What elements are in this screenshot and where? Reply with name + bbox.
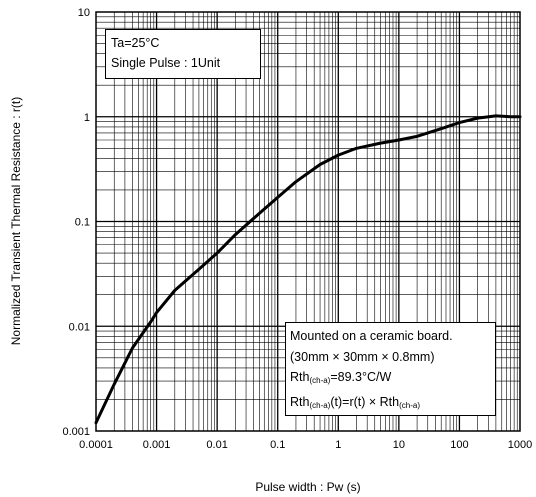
- x-tick-label: 100: [450, 439, 468, 451]
- x-tick-label: 0.0001: [79, 439, 113, 451]
- plot-frame: [95, 11, 521, 432]
- y-axis-label: Normalized Transient Thermal Resistance …: [9, 97, 23, 346]
- series-layer: [94, 114, 522, 425]
- x-tick-label: 10: [393, 439, 405, 451]
- x-tick-label: 1: [335, 439, 341, 451]
- board-size-label: (30mm × 30mm × 0.8mm): [290, 349, 435, 364]
- y-tick-label: 1: [84, 112, 90, 124]
- series-line: [94, 114, 522, 425]
- x-tick-labels: 0.0001 0.001 0.01 0.1 1 10 100 1000: [79, 439, 532, 451]
- mounting-box: Mounted on a ceramic board. (30mm × 30mm…: [285, 322, 496, 416]
- x-tick-label: 0.001: [143, 439, 171, 451]
- mounting-label: Mounted on a ceramic board.: [290, 329, 453, 343]
- conditions-box: Ta=25°C Single Pulse : 1Unit: [105, 29, 261, 79]
- ambient-temp-label: Ta=25°C: [111, 36, 160, 50]
- rth-value-label: Rth(ch-a)=89.3°C/W: [290, 370, 392, 385]
- x-tick-label: 0.1: [270, 439, 285, 451]
- x-tick-label: 0.01: [206, 439, 227, 451]
- y-tick-label: 0.01: [69, 321, 90, 333]
- x-tick-label: 1000: [508, 439, 532, 451]
- y-tick-label: 0.001: [62, 426, 90, 438]
- y-tick-label: 0.1: [75, 217, 90, 229]
- y-tick-label: 10: [78, 7, 90, 19]
- x-axis-label: Pulse width : Pw (s): [255, 480, 360, 494]
- rth-formula-label: Rth(ch-a)(t)=r(t) × Rth(ch-a): [290, 394, 420, 410]
- pulse-mode-label: Single Pulse : 1Unit: [111, 56, 221, 70]
- y-tick-labels: 0.001 0.01 0.1 1 10: [62, 7, 90, 438]
